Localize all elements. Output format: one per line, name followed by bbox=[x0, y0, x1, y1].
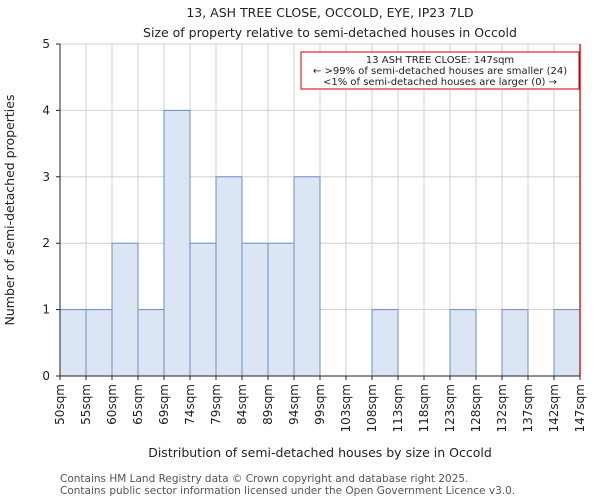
x-tick-label: 142sqm bbox=[547, 384, 561, 432]
x-tick-label: 113sqm bbox=[391, 384, 405, 432]
x-tick-label: 69sqm bbox=[157, 384, 171, 425]
x-tick-label: 99sqm bbox=[313, 384, 327, 425]
x-tick-label: 60sqm bbox=[105, 384, 119, 425]
bar bbox=[293, 176, 321, 377]
x-tick-label: 137sqm bbox=[521, 384, 535, 432]
y-tick-label: 2 bbox=[42, 236, 50, 250]
bar bbox=[449, 309, 477, 377]
bar bbox=[163, 109, 191, 377]
y-tick-label: 5 bbox=[42, 37, 50, 51]
y-tick-label: 4 bbox=[42, 103, 50, 117]
y-tick-label: 1 bbox=[42, 303, 50, 317]
bar bbox=[267, 242, 295, 377]
y-axis-label: Number of semi-detached properties bbox=[2, 95, 17, 326]
y-tick-label: 3 bbox=[42, 170, 50, 184]
x-tick-label: 74sqm bbox=[183, 384, 197, 425]
x-tick-label: 55sqm bbox=[79, 384, 93, 425]
x-tick-label: 103sqm bbox=[339, 384, 353, 432]
y-tick-labels: 0 1 2 3 4 5 bbox=[42, 37, 60, 383]
bar bbox=[241, 242, 269, 377]
bar bbox=[215, 176, 243, 377]
x-tick-label: 50sqm bbox=[53, 384, 67, 425]
x-tick-label: 147sqm bbox=[573, 384, 587, 432]
chart-title: 13, ASH TREE CLOSE, OCCOLD, EYE, IP23 7L… bbox=[186, 5, 473, 20]
bar bbox=[85, 309, 113, 377]
annotation-box: 13 ASH TREE CLOSE: 147sqm ← >99% of semi… bbox=[300, 51, 580, 90]
bar bbox=[59, 309, 87, 377]
bar bbox=[137, 309, 165, 377]
x-axis-label: Distribution of semi-detached houses by … bbox=[148, 445, 492, 460]
chart-subtitle: Size of property relative to semi-detach… bbox=[143, 25, 517, 40]
bar bbox=[501, 309, 529, 377]
annotation-line-1: 13 ASH TREE CLOSE: 147sqm bbox=[366, 55, 514, 66]
annotation-line-2: ← >99% of semi-detached houses are small… bbox=[313, 66, 567, 77]
x-tick-labels: 50sqm 55sqm 60sqm 65sqm 69sqm 74sqm 79sqm 84sqm… bbox=[53, 376, 587, 432]
footer-line-2: Contains public sector information licen… bbox=[60, 485, 516, 497]
footer-line-1: Contains HM Land Registry data © Crown c… bbox=[60, 473, 469, 485]
x-tick-label: 79sqm bbox=[209, 384, 223, 425]
x-tick-label: 128sqm bbox=[469, 384, 483, 432]
x-tick-label: 84sqm bbox=[235, 384, 249, 425]
x-tick-label: 89sqm bbox=[261, 384, 275, 425]
y-tick-label: 0 bbox=[42, 369, 50, 383]
bars bbox=[59, 109, 581, 377]
bar bbox=[189, 242, 217, 377]
x-tick-label: 118sqm bbox=[417, 384, 431, 432]
x-tick-label: 132sqm bbox=[495, 384, 509, 432]
x-tick-label: 65sqm bbox=[131, 384, 145, 425]
annotation-line-3: <1% of semi-detached houses are larger (… bbox=[323, 77, 557, 88]
bar bbox=[553, 309, 581, 377]
x-tick-label: 108sqm bbox=[365, 384, 379, 432]
bar bbox=[111, 242, 139, 377]
bar bbox=[371, 309, 399, 377]
annotation-border bbox=[300, 51, 580, 90]
x-tick-label: 123sqm bbox=[443, 384, 457, 432]
x-tick-label: 94sqm bbox=[287, 384, 301, 425]
